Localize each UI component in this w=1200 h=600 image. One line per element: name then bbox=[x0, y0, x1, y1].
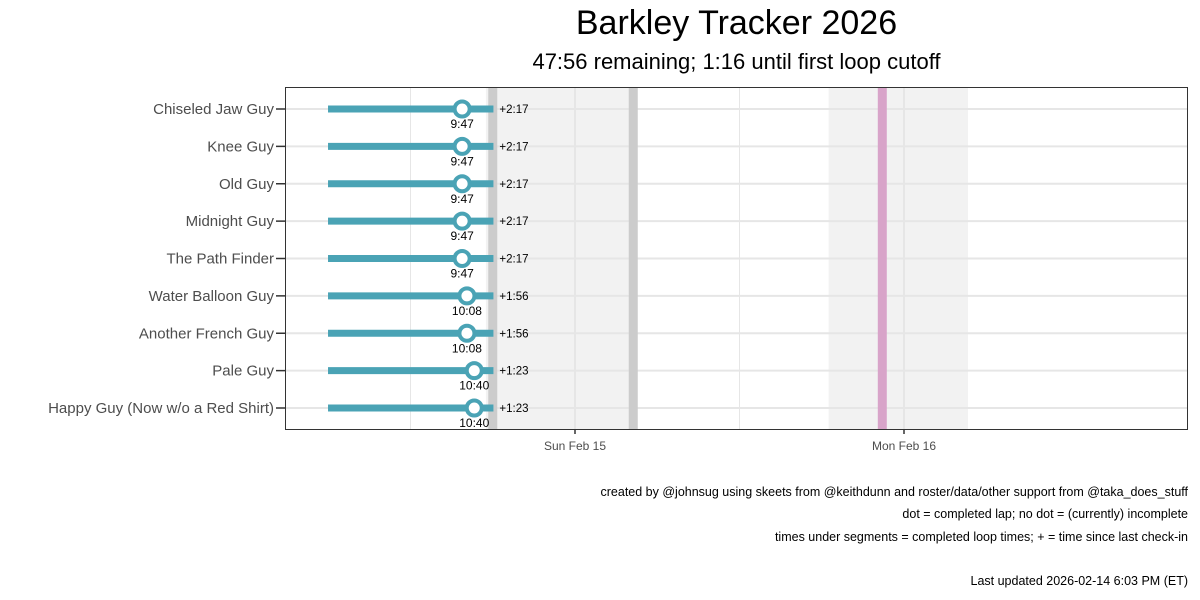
since-checkin-label: +1:23 bbox=[499, 366, 528, 378]
footer-credit: created by @johnsug using skeets from @k… bbox=[600, 485, 1188, 499]
completed-lap-dot bbox=[452, 136, 472, 156]
lap-time-label: 9:47 bbox=[450, 117, 474, 131]
since-checkin-label: +2:17 bbox=[499, 179, 528, 191]
runner-name-label: Old Guy bbox=[219, 176, 275, 193]
x-tick-label: Mon Feb 16 bbox=[872, 439, 936, 453]
lap-time-label: 9:47 bbox=[450, 229, 474, 243]
completed-lap-dot bbox=[464, 398, 484, 418]
runner-name-label: Water Balloon Guy bbox=[149, 288, 275, 305]
since-checkin-label: +2:17 bbox=[499, 104, 528, 116]
since-checkin-label: +2:17 bbox=[499, 254, 528, 266]
completed-lap-dot bbox=[464, 361, 484, 381]
since-checkin-label: +1:56 bbox=[499, 328, 528, 340]
completed-lap-dot bbox=[452, 211, 472, 231]
since-checkin-label: +1:56 bbox=[499, 291, 528, 303]
lap-time-label: 10:08 bbox=[452, 341, 482, 355]
runner-name-label: Another French Guy bbox=[139, 325, 275, 342]
since-checkin-label: +2:17 bbox=[499, 216, 528, 228]
chart-subtitle: 47:56 remaining; 1:16 until first loop c… bbox=[532, 49, 941, 74]
lap-time-label: 10:40 bbox=[459, 379, 489, 393]
runner-name-label: Midnight Guy bbox=[186, 213, 275, 230]
footer-legend-times: times under segments = completed loop ti… bbox=[774, 530, 1188, 544]
plot-panel-border bbox=[285, 87, 1188, 430]
lap-time-label: 10:08 bbox=[452, 304, 482, 318]
lap-time-label: 9:47 bbox=[450, 192, 474, 206]
lap-time-label: 9:47 bbox=[450, 154, 474, 168]
runner-name-label: Happy Guy (Now w/o a Red Shirt) bbox=[48, 400, 274, 417]
footer-legend-dot: dot = completed lap; no dot = (currently… bbox=[902, 507, 1188, 521]
runner-name-label: Knee Guy bbox=[207, 138, 274, 155]
completed-lap-dot bbox=[452, 174, 472, 194]
completed-lap-dot bbox=[457, 286, 477, 306]
completed-lap-dot bbox=[452, 99, 472, 119]
runner-name-label: The Path Finder bbox=[166, 251, 274, 268]
since-checkin-label: +2:17 bbox=[499, 141, 528, 153]
pink-time-marker bbox=[877, 88, 887, 429]
completed-lap-dot bbox=[457, 323, 477, 343]
footer-last-updated: Last updated 2026-02-14 6:03 PM (ET) bbox=[970, 574, 1189, 588]
runner-name-label: Chiseled Jaw Guy bbox=[153, 101, 274, 118]
x-tick-label: Sun Feb 15 bbox=[544, 439, 606, 453]
since-checkin-label: +1:23 bbox=[499, 403, 528, 415]
lap-time-label: 9:47 bbox=[450, 267, 474, 281]
lap-time-label: 10:40 bbox=[459, 416, 489, 430]
chart-title: Barkley Tracker 2026 bbox=[575, 4, 898, 42]
runner-name-label: Pale Guy bbox=[212, 363, 274, 380]
completed-lap-dot bbox=[452, 249, 472, 268]
grey-time-marker bbox=[628, 88, 638, 429]
